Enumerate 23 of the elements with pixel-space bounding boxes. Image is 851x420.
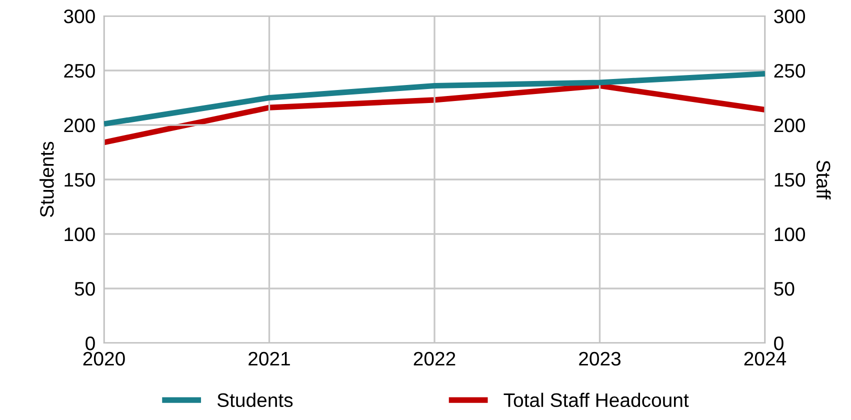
y-tick-label: 0 [86, 336, 95, 350]
y-tick-label: 50 [74, 282, 95, 296]
y2-tick-label: 150 [774, 172, 806, 187]
legend-label: Students [217, 392, 293, 408]
y2-tick-label: 250 [774, 64, 806, 78]
legend-label: Total Staff Headcount [504, 392, 689, 408]
x-tick-label: 2020 [83, 352, 125, 366]
y-tick-label: 300 [64, 9, 95, 24]
y-tick-label: 100 [64, 227, 95, 242]
y2-tick-label: 100 [774, 227, 806, 242]
y2-tick-label: 50 [774, 282, 794, 296]
y2-tick-label: 200 [774, 118, 806, 132]
x-tick-label: 2024 [744, 352, 786, 366]
y2-axis-title: Staff [816, 160, 831, 200]
y-tick-label: 250 [64, 64, 95, 78]
x-tick-label: 2021 [248, 352, 290, 366]
y-tick-label: 200 [64, 118, 95, 132]
x-tick-label: 2023 [579, 352, 621, 366]
y2-tick-label: 0 [774, 336, 784, 350]
x-tick-label: 2022 [414, 352, 456, 366]
y2-tick-label: 300 [774, 9, 806, 24]
y-axis-title: Students [40, 142, 54, 217]
y-tick-label: 150 [64, 172, 95, 187]
